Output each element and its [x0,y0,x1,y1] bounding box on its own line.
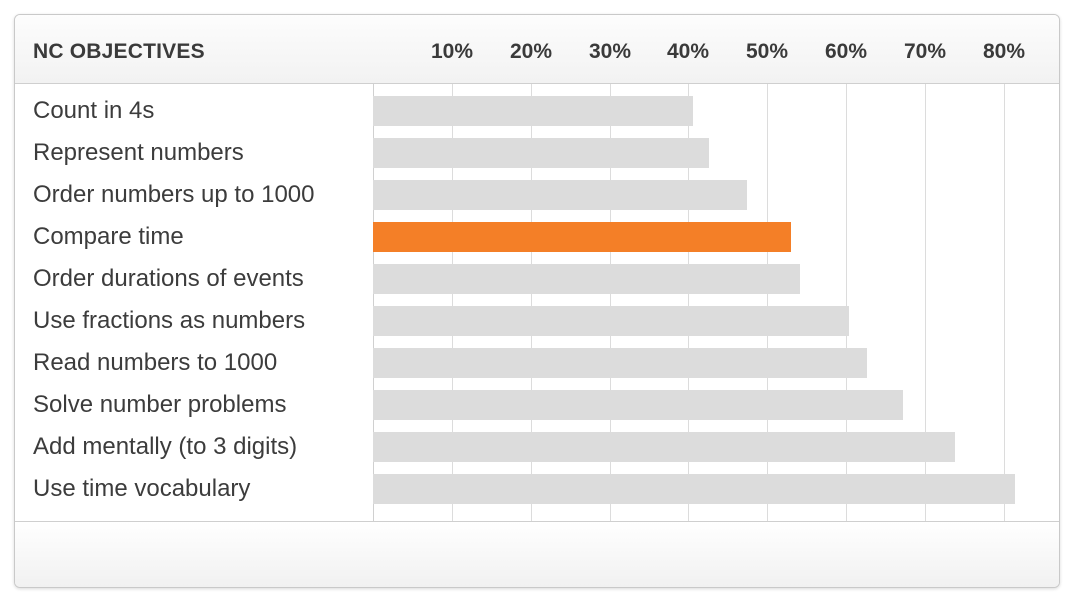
bar [373,180,747,210]
category-label: Order durations of events [33,265,304,292]
x-tick-label: 20% [509,40,553,63]
x-tick-label: 80% [982,40,1026,63]
gridline [767,84,768,523]
x-tick-label: 40% [666,40,710,63]
chart-footer [15,521,1059,587]
chart-title: NC OBJECTIVES [33,40,205,63]
category-label: Read numbers to 1000 [33,349,278,376]
label-divider [373,84,374,523]
category-label: Compare time [33,223,184,250]
bar [373,306,849,336]
category-label: Order numbers up to 1000 [33,181,315,208]
bar [373,390,903,420]
gridline [610,84,611,523]
category-label: Use fractions as numbers [33,307,306,334]
gridline [1004,84,1005,523]
bar [373,264,800,294]
gridline [531,84,532,523]
category-label: Add mentally (to 3 digits) [33,433,298,460]
gridline [925,84,926,523]
bar [373,432,955,462]
bar [373,138,709,168]
gridline [688,84,689,523]
x-tick-label: 50% [745,40,789,63]
gridline [846,84,847,523]
plot-area: Count in 4s Represent numbers Order number… [15,84,1059,523]
x-tick-label: 30% [588,40,632,63]
x-tick-label: 70% [903,40,947,63]
category-label: Solve number problems [33,391,287,418]
category-label: Count in 4s [33,97,155,124]
chart-card: NC OBJECTIVES 10% 20% 30% 40% 50% 60% 70% 80% C… [14,14,1060,588]
x-tick-label: 10% [430,40,474,63]
gridline [452,84,453,523]
chart-header: NC OBJECTIVES 10% 20% 30% 40% 50% 60% 70% 80% [15,15,1059,84]
x-tick-label: 60% [824,40,868,63]
category-label: Represent numbers [33,139,244,166]
bar-highlighted [373,222,791,252]
bar [373,348,867,378]
bar [373,474,1015,504]
bar [373,96,693,126]
category-label: Use time vocabulary [33,475,251,502]
